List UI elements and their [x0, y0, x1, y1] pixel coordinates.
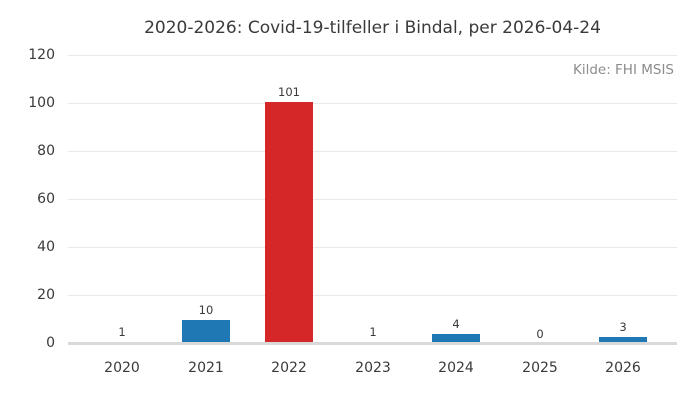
- chart-title: 2020-2026: Covid-19-tilfeller i Bindal, …: [144, 18, 601, 38]
- x-tick-label-2023: 2023: [355, 360, 391, 376]
- y-tick-label-20: 20: [37, 287, 55, 303]
- zero-gridline: [68, 342, 677, 345]
- bar-value-label-2023: 1: [369, 325, 377, 339]
- y-tick-label-80: 80: [37, 143, 55, 159]
- bar-value-label-2022: 101: [278, 85, 300, 99]
- bar-2024: [432, 334, 480, 344]
- x-tick-label-2022: 2022: [271, 360, 307, 376]
- x-tick-label-2026: 2026: [605, 360, 641, 376]
- y-tick-label-40: 40: [37, 239, 55, 255]
- gridline-y40: [68, 247, 677, 248]
- y-tick-label-120: 120: [28, 47, 55, 63]
- x-tick-label-2020: 2020: [104, 360, 140, 376]
- gridline-y80: [68, 151, 677, 152]
- gridline-y120: [68, 55, 677, 56]
- plot-area: 1 10 101 1 4 0 3: [68, 55, 677, 347]
- bar-2021: [182, 320, 230, 344]
- bar-value-label-2025: 0: [536, 327, 544, 341]
- bar-value-label-2021: 10: [198, 303, 214, 317]
- y-tick-label-0: 0: [46, 335, 55, 351]
- x-tick-label-2024: 2024: [438, 360, 474, 376]
- y-tick-label-60: 60: [37, 191, 55, 207]
- x-tick-label-2021: 2021: [188, 360, 224, 376]
- bar-2022: [265, 102, 313, 344]
- bar-value-label-2026: 3: [619, 320, 627, 334]
- y-tick-label-100: 100: [28, 95, 55, 111]
- gridline-y100: [68, 103, 677, 104]
- source-note: Kilde: FHI MSIS: [572, 62, 674, 78]
- gridline-y60: [68, 199, 677, 200]
- bar-value-label-2020: 1: [118, 325, 126, 339]
- bar-2026: [599, 337, 647, 344]
- gridline-y20: [68, 295, 677, 296]
- bar-value-label-2024: 4: [452, 317, 460, 331]
- x-tick-label-2025: 2025: [522, 360, 558, 376]
